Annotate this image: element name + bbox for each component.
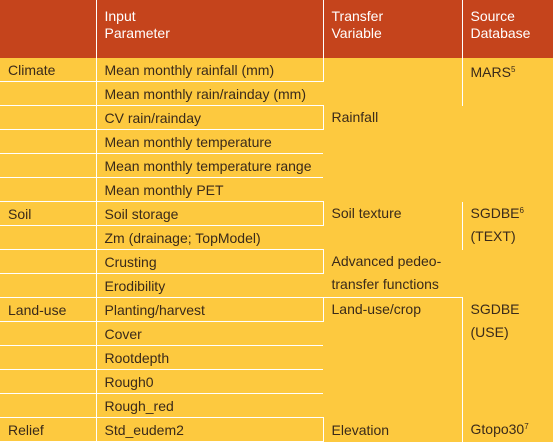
table-row: Land-use Planting/harvest Land-use/crop … <box>0 297 553 418</box>
variable-text: transfer functions <box>331 275 439 292</box>
parameter-cell: Soil storage <box>96 201 324 226</box>
source-text: SGDBE <box>470 300 520 317</box>
parameter-cell: Mean monthly rainfall (mm) <box>96 58 324 82</box>
parameter-cell: Rough_red <box>96 393 323 418</box>
source-subtext: (USE) <box>470 323 509 340</box>
source-cell: Gtopo307 <box>462 418 553 442</box>
parameter-cell: Mean monthly PET <box>96 177 323 202</box>
source-cell: SGDBE (USE) <box>462 298 553 418</box>
table-row: Zm (drainage; TopModel) <box>0 225 553 250</box>
parameter-cell: Mean monthly temperature <box>96 129 323 154</box>
header-row: Input Parameter Transfer Variable Source… <box>0 0 553 58</box>
source-text: SGDBE <box>470 204 520 221</box>
category-cell <box>0 225 97 250</box>
variable-cell: Elevation <box>323 417 463 442</box>
parameter-cell: Rough0 <box>96 369 323 394</box>
header-source-line1: Source <box>470 8 515 24</box>
parameter-cell: Mean monthly temperature range <box>96 153 323 178</box>
table-row: Erodibility <box>0 273 553 298</box>
category-cell: Land-use <box>0 297 97 322</box>
table-row: Mean monthly temperature range <box>0 153 553 178</box>
category-cell <box>0 345 97 370</box>
table-row: Crusting Advanced pedeo- transfer functi… <box>0 249 553 298</box>
parameter-cell: Mean monthly rain/rainday (mm) <box>96 81 323 106</box>
parameter-cell: Cover <box>96 321 323 346</box>
category-cell <box>0 393 97 418</box>
table-row: Rough_red <box>0 393 553 418</box>
source-footnote: 7 <box>524 422 529 431</box>
table-row: Soil Soil storage Soil texture SGDBE6 (T… <box>0 201 553 250</box>
source-footnote: 6 <box>519 205 524 215</box>
source-cell: MARS5 <box>462 58 553 202</box>
variable-cell: Advanced pedeo- transfer functions <box>323 249 462 298</box>
table-row: Mean monthly PET <box>0 177 553 202</box>
parameter-cell: CV rain/rainday <box>96 105 324 130</box>
category-cell: Climate <box>0 58 97 82</box>
header-input-parameter: Input Parameter <box>96 0 324 58</box>
parameter-cell: Std_eudem2 <box>96 417 324 442</box>
source-text: Gtopo30 <box>470 421 525 437</box>
category-cell: Soil <box>0 201 97 226</box>
variable-text: Soil texture <box>331 204 402 221</box>
parameter-cell: Zm (drainage; TopModel) <box>96 225 323 250</box>
category-cell <box>0 81 97 106</box>
header-input-line1: Input <box>104 8 136 24</box>
source-cell: SGDBE6 (TEXT) <box>462 202 553 298</box>
category-cell: Relief <box>0 417 97 442</box>
variable-cell <box>323 58 463 106</box>
category-cell <box>0 249 97 274</box>
table-row: Climate Mean monthly rainfall (mm) MARS5 <box>0 58 553 106</box>
variable-text: Advanced pedeo- <box>331 252 442 269</box>
header-source-line2: Database <box>470 25 531 41</box>
table-row: Mean monthly temperature <box>0 129 553 154</box>
header-transfer-variable: Transfer Variable <box>323 0 463 58</box>
category-cell <box>0 105 97 130</box>
table-row: Rough0 <box>0 369 553 394</box>
header-source-database: Source Database <box>462 0 553 58</box>
parameter-cell: Planting/harvest <box>96 297 324 322</box>
parameter-cell: Crusting <box>96 249 324 274</box>
header-transfer-line1: Transfer <box>331 8 384 24</box>
header-category <box>0 0 97 58</box>
table-row: CV rain/rainday Rainfall <box>0 105 553 130</box>
header-transfer-line2: Variable <box>331 25 382 41</box>
table-row: Cover <box>0 321 553 346</box>
category-cell <box>0 321 97 346</box>
source-text: MARS <box>470 64 511 80</box>
variable-text: Land-use/crop <box>331 301 422 317</box>
header-input-line2: Parameter <box>104 25 170 41</box>
parameter-cell: Rootdepth <box>96 345 323 370</box>
category-cell <box>0 177 97 202</box>
variable-cell: Rainfall <box>323 106 462 202</box>
table-row: Relief Std_eudem2 Elevation Gtopo307 <box>0 417 553 442</box>
table-row: Mean monthly rain/rainday (mm) <box>0 81 553 106</box>
variable-cell: Soil texture <box>323 201 463 250</box>
category-cell <box>0 273 97 298</box>
source-subtext: (TEXT) <box>470 227 516 244</box>
table-row: Rootdepth <box>0 345 553 370</box>
category-cell <box>0 153 97 178</box>
category-cell <box>0 129 97 154</box>
category-cell <box>0 369 97 394</box>
variable-cell: Land-use/crop <box>323 297 463 418</box>
parameter-cell: Erodibility <box>96 273 323 298</box>
variable-text: Rainfall <box>331 108 379 125</box>
source-footnote: 5 <box>510 65 516 74</box>
